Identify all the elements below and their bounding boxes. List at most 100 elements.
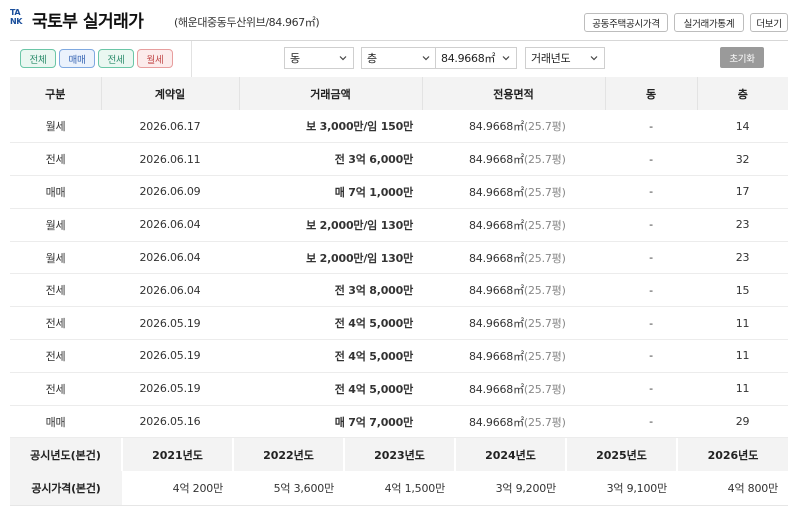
row-price: 전 3억 6,000만 — [239, 142, 422, 177]
table-row: 월세 2026.06.17 보 3,000만/임 150만 84.9668㎡(25.7… — [10, 110, 788, 144]
dong-select-value: 동 — [290, 52, 300, 65]
row-date: 2026.06.04 — [101, 241, 239, 275]
tank-logo-icon: TA NK — [10, 8, 28, 28]
official-year-row: 공시년도(본건) 2021년도 2022년도 2023년도 2024년도 202… — [10, 438, 788, 471]
transaction-stats-button[interactable]: 실거래가통계 — [674, 13, 744, 32]
row-price: 보 2,000만/임 130만 — [239, 241, 422, 275]
official-price-table: 공시년도(본건) 2021년도 2022년도 2023년도 2024년도 202… — [10, 438, 788, 506]
filter-chip-wolse[interactable]: 월세 — [137, 49, 173, 68]
page-title: 국토부 실거래가 — [32, 12, 144, 32]
row-date: 2026.06.11 — [101, 142, 239, 177]
row-area-pyeong: (25.7평) — [523, 317, 566, 331]
table-row: 매매 2026.05.16 매 7억 7,000만 84.9668㎡(25.7평) -2… — [10, 405, 788, 439]
row-area-sqm: 84.9668㎡ — [469, 415, 524, 429]
row-area-pyeong: (25.7평) — [523, 349, 566, 363]
table-row: 월세 2026.06.04 보 2,000만/임 130만 84.9668㎡(25.7… — [10, 208, 788, 242]
row-area: 84.9668㎡(25.7평) — [422, 405, 605, 439]
row-area: 84.9668㎡(25.7평) — [422, 208, 605, 242]
row-type: 월세 — [10, 241, 101, 275]
row-dong: - — [605, 339, 697, 373]
row-price: 보 3,000만/임 150만 — [239, 110, 422, 144]
year-select[interactable]: 거래년도 — [525, 47, 605, 69]
table-row: 전세 2026.06.11 전 3억 6,000만 84.9668㎡(25.7평) -3… — [10, 142, 788, 177]
transactions-body: 월세 2026.06.17 보 3,000만/임 150만 84.9668㎡(25.7… — [10, 110, 788, 439]
official-price-cell: 4억 800만 — [677, 471, 788, 506]
row-area-sqm: 84.9668㎡ — [469, 382, 524, 396]
row-date: 2026.06.04 — [101, 273, 239, 308]
row-area-sqm: 84.9668㎡ — [469, 317, 524, 331]
row-area-pyeong: (25.7평) — [523, 120, 566, 134]
filter-bar: 전체 매매 전세 월세 동 층 84.9668㎡ 거래년도 초기화 — [10, 40, 788, 77]
row-area-sqm: 84.9668㎡ — [469, 349, 524, 363]
year-select-value: 거래년도 — [531, 52, 571, 65]
more-button[interactable]: 더보기 — [750, 13, 788, 32]
row-area-pyeong: (25.7평) — [523, 415, 566, 429]
row-dong: - — [605, 208, 697, 242]
row-floor: 11 — [697, 372, 788, 406]
filter-chip-all[interactable]: 전체 — [20, 49, 56, 68]
row-floor: 11 — [697, 339, 788, 373]
official-price-cell: 3억 9,200만 — [455, 471, 566, 506]
row-area-pyeong: (25.7평) — [523, 251, 566, 265]
row-date: 2026.06.09 — [101, 175, 239, 209]
chevron-down-icon — [339, 56, 347, 61]
row-price: 매 7억 1,000만 — [239, 175, 422, 209]
floor-select-value: 층 — [367, 52, 377, 65]
column-header-floor: 층 — [696, 77, 788, 110]
row-area: 84.9668㎡(25.7평) — [422, 142, 605, 177]
logo-line-2: NK — [10, 17, 22, 26]
row-dong: - — [605, 142, 697, 177]
official-year-cell: 2025년도 — [565, 438, 677, 471]
row-floor: 29 — [697, 405, 788, 439]
official-price-cell: 3억 9,100만 — [566, 471, 677, 506]
official-year-header: 공시년도(본건) — [10, 438, 122, 471]
filter-divider — [191, 41, 192, 77]
official-year-cell: 2022년도 — [232, 438, 344, 471]
chevron-down-icon — [502, 56, 510, 61]
row-type: 매매 — [10, 175, 101, 209]
row-dong: - — [605, 175, 697, 209]
row-dong: - — [605, 241, 697, 275]
row-area-sqm: 84.9668㎡ — [469, 284, 524, 298]
area-select-value: 84.9668㎡ — [441, 52, 496, 65]
table-row: 전세 2026.05.19 전 4억 5,000만 84.9668㎡(25.7평) -1… — [10, 372, 788, 406]
row-floor: 11 — [697, 306, 788, 341]
row-date: 2026.05.19 — [101, 339, 239, 373]
transactions-table: 구분 계약일 거래금액 전용면적 동 층 월세 2026.06.17 보 3,000… — [10, 77, 788, 439]
row-floor: 32 — [697, 142, 788, 177]
official-price-header: 공시가격(본건) — [10, 471, 122, 506]
official-price-row: 공시가격(본건) 4억 200만 5억 3,600만 4억 1,500만 3억 … — [10, 471, 788, 506]
table-row: 월세 2026.06.04 보 2,000만/임 130만 84.9668㎡(25.7… — [10, 241, 788, 275]
row-area-sqm: 84.9668㎡ — [469, 251, 524, 265]
filter-chip-sale[interactable]: 매매 — [59, 49, 95, 68]
area-select[interactable]: 84.9668㎡ — [435, 47, 517, 69]
official-price-button[interactable]: 공동주택공시가격 — [584, 13, 668, 32]
row-dong: - — [605, 110, 697, 144]
filter-chip-jeonse[interactable]: 전세 — [98, 49, 134, 68]
column-header-date: 계약일 — [100, 77, 239, 110]
row-area: 84.9668㎡(25.7평) — [422, 110, 605, 144]
header: TA NK 국토부 실거래가 (해운대중동두산위브/84.967㎡) 공동주택공… — [0, 0, 800, 38]
table-row: 매매 2026.06.09 매 7억 1,000만 84.9668㎡(25.7평) -1… — [10, 175, 788, 209]
row-area-sqm: 84.9668㎡ — [469, 153, 524, 167]
reset-button[interactable]: 초기화 — [720, 47, 764, 68]
row-type: 월세 — [10, 208, 101, 242]
row-floor: 14 — [697, 110, 788, 144]
row-dong: - — [605, 372, 697, 406]
row-price: 전 3억 8,000만 — [239, 273, 422, 308]
row-area-pyeong: (25.7평) — [523, 218, 566, 232]
column-header-dong: 동 — [604, 77, 697, 110]
logo-line-1: TA — [10, 8, 21, 17]
dong-select[interactable]: 동 — [284, 47, 354, 69]
table-row: 전세 2026.06.04 전 3억 8,000만 84.9668㎡(25.7평) -1… — [10, 273, 788, 308]
floor-select[interactable]: 층 — [361, 47, 437, 69]
page-subtitle: (해운대중동두산위브/84.967㎡) — [174, 16, 320, 29]
row-price: 전 4억 5,000만 — [239, 339, 422, 373]
row-date: 2026.05.19 — [101, 372, 239, 406]
row-floor: 17 — [697, 175, 788, 209]
row-area: 84.9668㎡(25.7평) — [422, 306, 605, 341]
column-header-price: 거래금액 — [238, 77, 422, 110]
row-price: 보 2,000만/임 130만 — [239, 208, 422, 242]
row-floor: 15 — [697, 273, 788, 308]
row-area: 84.9668㎡(25.7평) — [422, 372, 605, 406]
